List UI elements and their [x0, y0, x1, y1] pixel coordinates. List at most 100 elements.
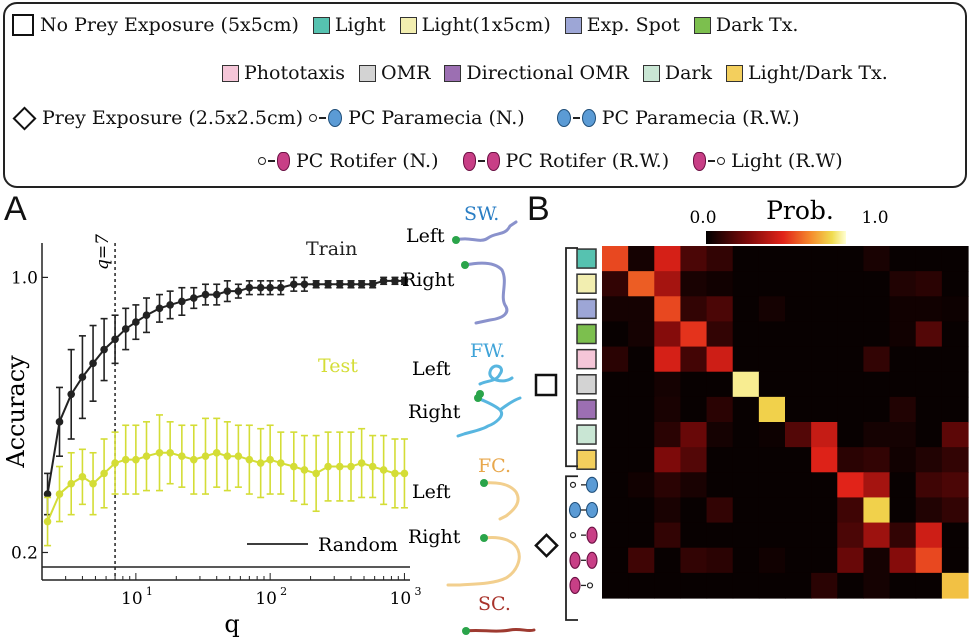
heatmap-cell: [758, 472, 786, 499]
data-point: [189, 455, 198, 464]
heatmap-cell: [811, 371, 838, 398]
legend-item-light-rw: Light (R.W): [693, 150, 843, 172]
heatmap-cell: [602, 572, 629, 599]
swatch-light-1x5: [399, 16, 417, 34]
heatmap-cell: [602, 472, 629, 499]
prey-bracket: [565, 475, 578, 621]
heatmap-cell: [732, 422, 760, 448]
x-tick-exponent: 1: [146, 585, 153, 598]
heatmap-cell: [654, 572, 682, 599]
series-label-train: Train: [306, 238, 357, 260]
heatmap-cell: [654, 371, 682, 398]
colorbar-title: Prob.: [766, 196, 834, 225]
data-point: [201, 452, 210, 461]
heatmap-cell: [915, 271, 943, 297]
prey-row-icon: [569, 576, 594, 594]
trajectory-path: [463, 261, 509, 325]
heatmap-cell: [941, 547, 969, 574]
heatmap-cell: [889, 246, 917, 272]
data-point: [132, 318, 140, 326]
x-tick-exponent: 2: [280, 585, 287, 598]
row-color-label: [576, 348, 597, 370]
heatmap-cell: [628, 271, 655, 297]
heatmap-cell: [602, 296, 629, 323]
trajectory-label-right: Right: [408, 526, 461, 548]
data-point: [312, 280, 320, 289]
heatmap-cell: [654, 296, 682, 323]
heatmap-cell: [785, 346, 812, 373]
data-point: [335, 280, 344, 289]
heatmap-cell: [889, 422, 917, 448]
heatmap-cell: [680, 321, 708, 348]
trajectory-label-right: Right: [408, 401, 461, 423]
heatmap-cell: [706, 572, 734, 599]
heatmap-cell: [680, 472, 708, 499]
heatmap-cell: [863, 296, 891, 323]
heatmap-cell: [889, 371, 917, 398]
heatmap-cell: [654, 472, 682, 499]
data-point: [266, 455, 274, 464]
heatmap-cell: [811, 447, 838, 473]
y-tick-label: 1.0: [11, 268, 38, 288]
data-point: [391, 469, 399, 478]
data-point: [391, 277, 399, 285]
data-point: [166, 301, 174, 309]
swatch-dark-tx: [693, 16, 711, 34]
rotifer-light-icon: [693, 151, 726, 171]
heatmap-cell: [811, 572, 838, 599]
heatmap-cell: [758, 547, 786, 574]
heatmap-cell: [889, 572, 917, 599]
data-point: [324, 462, 332, 471]
legend-item-light-dark-tx: Light/Dark Tx.: [726, 62, 888, 84]
q7-annotation: q=7: [93, 234, 113, 270]
prey-row-icon: [569, 476, 599, 493]
heatmap-cell: [941, 371, 969, 398]
data-point: [43, 490, 52, 498]
heatmap-cell: [602, 346, 629, 373]
rotifer-icon: [258, 151, 290, 171]
rotifer-icon: [586, 551, 598, 569]
data-point: [212, 448, 221, 457]
heatmap-cell: [602, 396, 629, 423]
paramecium-icon: [585, 476, 599, 493]
row-color-label: [576, 248, 597, 269]
paramecium-icon: [309, 109, 343, 127]
heatmap-cell: [758, 447, 786, 473]
rotifer-icon: [569, 576, 581, 594]
data-point: [276, 283, 285, 292]
heatmap-cell: [680, 572, 708, 599]
heatmap-cell: [811, 321, 838, 348]
legend-row-4: PC Rotifer (N.) PC Rotifer (R.W.) Light …: [258, 150, 857, 172]
heatmap-cell: [811, 422, 838, 448]
heatmap-cell: [941, 497, 969, 524]
legend-row-3: Prey Exposure (2.5x2.5cm) PC Paramecia (…: [10, 105, 814, 131]
data-point: [276, 459, 285, 467]
data-point: [223, 452, 232, 461]
data-point: [379, 277, 388, 285]
data-point: [142, 452, 151, 461]
data-point: [400, 469, 409, 478]
heatmap-cell: [863, 572, 891, 599]
heatmap-cell: [863, 396, 891, 423]
heatmap-cell: [654, 321, 682, 348]
trajectory-path: [454, 220, 518, 242]
heatmap-cell: [889, 472, 917, 499]
legend-box: [3, 2, 967, 188]
data-point: [256, 459, 265, 467]
heatmap-cell: [680, 346, 708, 373]
heatmap-cell: [915, 522, 943, 549]
heatmap-cell: [941, 522, 969, 549]
rotifer-icon: [569, 551, 581, 569]
heatmap-cell: [758, 271, 786, 297]
heatmap-cell: [628, 422, 655, 448]
heatmap-cell: [941, 422, 969, 448]
data-point: [400, 277, 409, 285]
legend-item-pc-paramecia-n: PC Paramecia (N.): [309, 107, 525, 129]
data-point: [89, 359, 97, 368]
heatmap-cell: [915, 371, 943, 398]
data-point: [300, 280, 309, 289]
colorbar-min-label: 0.0: [689, 208, 716, 228]
data-point: [379, 466, 388, 474]
